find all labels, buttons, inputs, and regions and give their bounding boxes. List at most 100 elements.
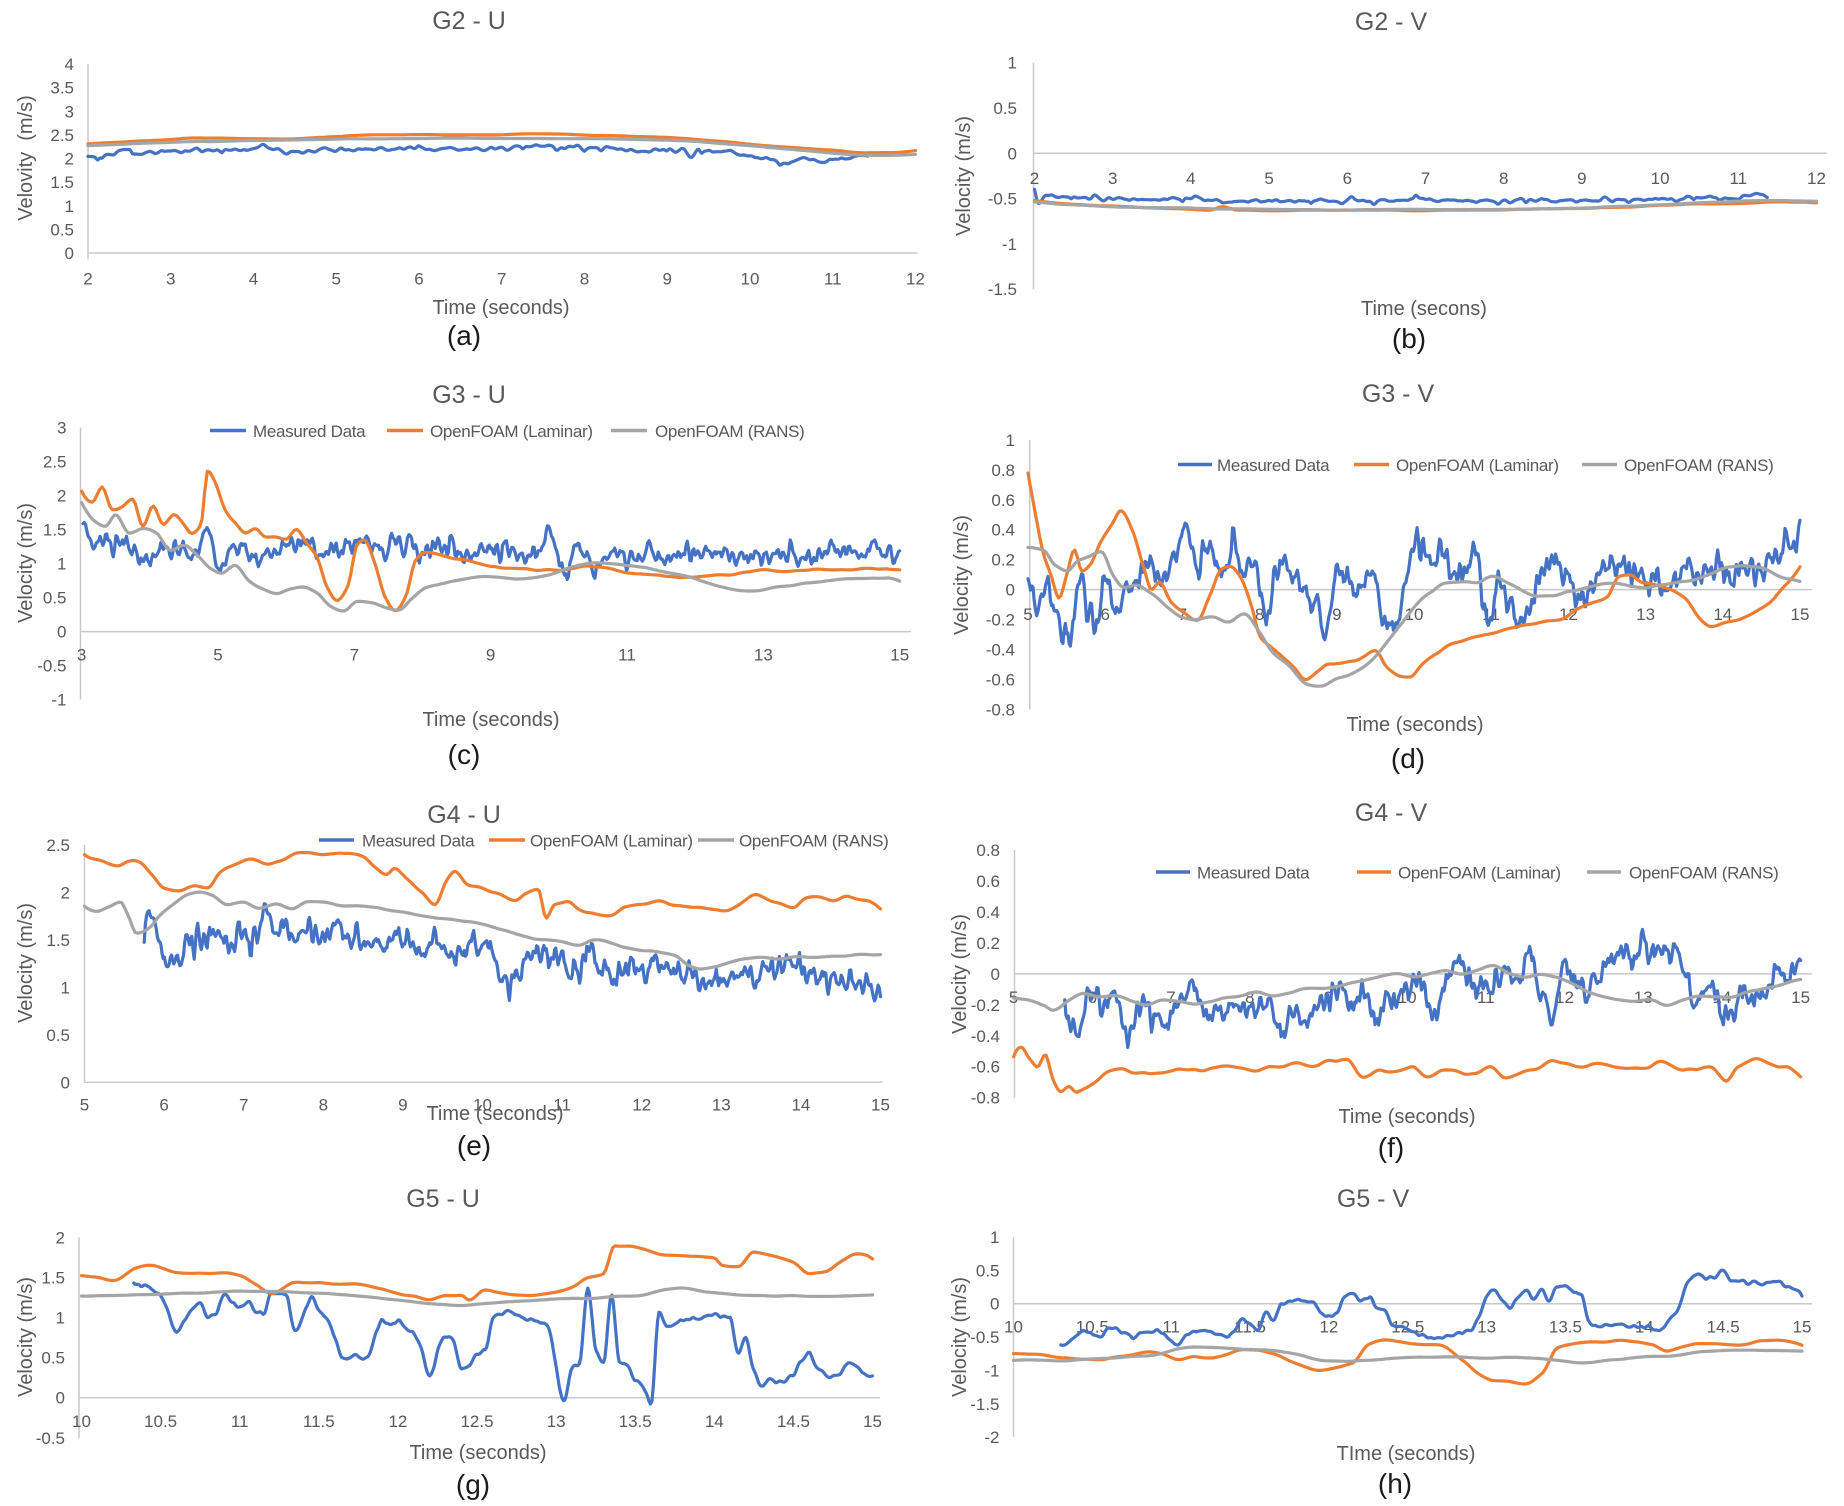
svg-text:0.5: 0.5 <box>41 1349 65 1368</box>
svg-text:G5 - V: G5 - V <box>1337 1185 1410 1213</box>
svg-text:0: 0 <box>1008 144 1017 163</box>
svg-text:3: 3 <box>57 418 66 437</box>
svg-text:7: 7 <box>1178 605 1187 624</box>
svg-text:5: 5 <box>1023 605 1032 624</box>
svg-text:1: 1 <box>56 1309 65 1328</box>
svg-text:12: 12 <box>632 1096 651 1115</box>
svg-text:OpenFOAM (RANS): OpenFOAM (RANS) <box>655 422 804 441</box>
svg-text:Time (seconds): Time (seconds) <box>422 709 559 731</box>
svg-text:(a): (a) <box>447 320 481 351</box>
svg-text:5: 5 <box>213 646 222 665</box>
svg-text:0: 0 <box>61 1073 70 1092</box>
svg-text:15: 15 <box>1793 1318 1812 1337</box>
svg-text:11: 11 <box>231 1412 249 1431</box>
svg-text:OpenFOAM (RANS): OpenFOAM (RANS) <box>1629 864 1778 883</box>
svg-text:1: 1 <box>990 1228 999 1247</box>
svg-text:-0.5: -0.5 <box>988 190 1017 209</box>
svg-text:2.5: 2.5 <box>50 126 74 145</box>
svg-text:12: 12 <box>1319 1318 1338 1337</box>
svg-text:0.2: 0.2 <box>976 934 1000 953</box>
svg-text:2: 2 <box>65 150 74 169</box>
svg-text:0: 0 <box>990 1295 999 1314</box>
svg-text:-0.8: -0.8 <box>971 1089 1000 1108</box>
svg-text:Measured Data: Measured Data <box>1217 456 1330 475</box>
svg-text:OpenFOAM (Laminar): OpenFOAM (Laminar) <box>1398 864 1561 883</box>
svg-text:10: 10 <box>1405 605 1424 624</box>
svg-text:Time (seconds): Time (seconds) <box>1346 714 1483 736</box>
svg-text:0: 0 <box>1006 581 1015 600</box>
svg-text:1: 1 <box>65 197 74 216</box>
svg-text:8: 8 <box>319 1096 328 1115</box>
svg-text:OpenFOAM (RANS): OpenFOAM (RANS) <box>1624 456 1773 475</box>
svg-text:9: 9 <box>1577 169 1586 188</box>
svg-text:10.5: 10.5 <box>144 1412 177 1431</box>
svg-text:OpenFOAM (Laminar): OpenFOAM (Laminar) <box>430 422 593 441</box>
svg-text:0.8: 0.8 <box>976 841 1000 860</box>
svg-text:0.6: 0.6 <box>991 491 1015 510</box>
svg-text:12: 12 <box>1807 169 1826 188</box>
svg-text:Velocity (m/s): Velocity (m/s) <box>15 1277 37 1397</box>
svg-text:G3 - V: G3 - V <box>1362 380 1435 408</box>
svg-text:Time (seconds): Time (seconds) <box>432 297 569 319</box>
svg-text:(e): (e) <box>457 1130 491 1161</box>
svg-text:11: 11 <box>618 646 636 665</box>
svg-text:Velocity (m/s): Velocity (m/s) <box>949 914 971 1034</box>
svg-text:15: 15 <box>890 646 909 665</box>
svg-text:Measured Data: Measured Data <box>1197 864 1310 883</box>
svg-text:0.5: 0.5 <box>43 589 67 608</box>
svg-text:G2 - V: G2 - V <box>1355 8 1428 36</box>
svg-text:10: 10 <box>1004 1318 1023 1337</box>
svg-text:8: 8 <box>580 270 589 289</box>
svg-text:2: 2 <box>56 1229 65 1248</box>
svg-text:-0.4: -0.4 <box>986 640 1015 659</box>
svg-text:TIme (seconds): TIme (seconds) <box>1337 1443 1476 1465</box>
svg-text:Measured Data: Measured Data <box>362 832 475 851</box>
svg-text:-0.4: -0.4 <box>971 1027 1000 1046</box>
svg-text:3: 3 <box>1108 169 1117 188</box>
svg-text:-0.8: -0.8 <box>986 700 1015 719</box>
svg-text:10: 10 <box>72 1412 91 1431</box>
svg-text:14: 14 <box>791 1096 810 1115</box>
svg-text:OpenFOAM (RANS): OpenFOAM (RANS) <box>739 832 888 851</box>
svg-text:14: 14 <box>1713 605 1732 624</box>
svg-text:9: 9 <box>663 270 672 289</box>
svg-text:Measured Data: Measured Data <box>253 422 366 441</box>
svg-text:7: 7 <box>1421 169 1430 188</box>
svg-text:-1: -1 <box>1002 235 1017 254</box>
svg-text:6: 6 <box>159 1096 168 1115</box>
svg-text:Time (seconds): Time (seconds) <box>1338 1106 1475 1128</box>
svg-text:OpenFOAM (Laminar): OpenFOAM (Laminar) <box>530 832 693 851</box>
svg-text:15: 15 <box>863 1412 882 1431</box>
svg-text:Time (seconds): Time (seconds) <box>409 1442 546 1464</box>
svg-text:9: 9 <box>398 1096 407 1115</box>
svg-text:10: 10 <box>473 1096 492 1115</box>
svg-text:5: 5 <box>1264 169 1273 188</box>
svg-text:7: 7 <box>497 270 506 289</box>
svg-text:12.5: 12.5 <box>460 1412 493 1431</box>
svg-text:-1: -1 <box>984 1361 999 1380</box>
svg-text:11: 11 <box>824 270 842 289</box>
svg-text:3.5: 3.5 <box>50 79 74 98</box>
svg-text:11.5: 11.5 <box>303 1412 335 1431</box>
svg-text:-0.2: -0.2 <box>971 996 1000 1015</box>
svg-text:Velocity (m/s): Velocity (m/s) <box>953 116 975 236</box>
svg-text:6: 6 <box>414 270 423 289</box>
svg-text:Velocity (m/s): Velocity (m/s) <box>15 903 37 1023</box>
svg-text:2: 2 <box>61 883 70 902</box>
svg-text:13: 13 <box>1477 1318 1496 1337</box>
svg-text:2: 2 <box>57 487 66 506</box>
svg-text:G2 - U: G2 - U <box>432 7 506 35</box>
svg-text:Velocity (m/s): Velocity (m/s) <box>951 515 973 635</box>
svg-text:5: 5 <box>332 270 341 289</box>
svg-text:0.5: 0.5 <box>50 220 74 239</box>
svg-text:14.5: 14.5 <box>1707 1318 1740 1337</box>
svg-text:5: 5 <box>80 1096 89 1115</box>
svg-text:0.5: 0.5 <box>993 99 1017 118</box>
svg-text:Time (secons): Time (secons) <box>1361 298 1487 320</box>
svg-text:-0.6: -0.6 <box>986 670 1015 689</box>
svg-text:-0.5: -0.5 <box>970 1328 999 1347</box>
svg-text:8: 8 <box>1255 605 1264 624</box>
svg-text:1: 1 <box>57 555 66 574</box>
svg-text:0.4: 0.4 <box>991 521 1015 540</box>
svg-text:-0.6: -0.6 <box>971 1058 1000 1077</box>
